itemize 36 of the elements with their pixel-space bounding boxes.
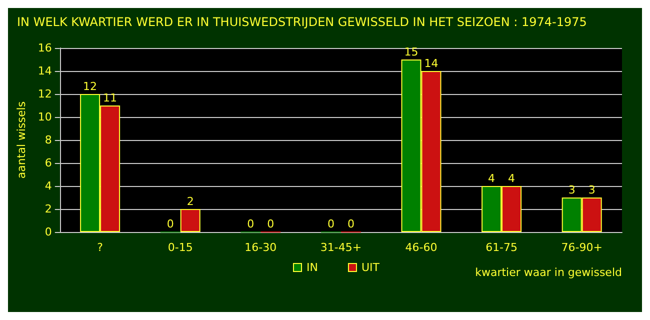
- data-label: 14: [424, 57, 438, 70]
- bar: [180, 209, 200, 232]
- data-label: 4: [488, 172, 496, 185]
- data-label: 4: [508, 172, 516, 185]
- y-tick-label: 16: [38, 42, 52, 54]
- y-tick-label: 0: [44, 226, 52, 238]
- y-tick-label: 6: [44, 156, 52, 170]
- y-axis-title: aantal wissels: [15, 101, 28, 179]
- data-label: 0: [267, 218, 274, 230]
- y-tick-label: 8: [44, 134, 52, 146]
- y-tick-label: 12: [38, 88, 52, 100]
- data-label: 3: [588, 184, 596, 196]
- x-tick-label: ?: [97, 241, 104, 254]
- x-tick-label: 0-15: [168, 241, 193, 254]
- data-label: 0: [247, 218, 254, 230]
- x-axis-title: kwartier waar in gewisseld: [475, 266, 622, 279]
- x-tick-label: 46-60: [405, 241, 438, 254]
- chart-title: IN WELK KWARTIER WERD ER IN THUISWEDSTRIJDEN GEWISSELD IN HET SEIZOEN : 1974-1975: [17, 15, 587, 29]
- data-label: 11: [103, 92, 118, 104]
- data-label: 0: [327, 218, 334, 230]
- x-tick-label: 76-90+: [561, 241, 602, 254]
- y-tick-label: 14: [38, 64, 52, 78]
- y-tick-label: 10: [38, 110, 52, 124]
- data-label: 2: [186, 195, 194, 208]
- x-tick-label: 16-30: [244, 241, 277, 254]
- data-label: 15: [404, 46, 418, 58]
- data-label: 0: [166, 218, 174, 230]
- y-tick-label: 4: [44, 180, 52, 192]
- data-label: 3: [568, 184, 576, 196]
- legend-label: IN: [306, 261, 318, 274]
- y-tick-label: 2: [44, 202, 52, 216]
- x-tick-label: 61-75: [486, 241, 518, 254]
- data-label: 0: [347, 218, 354, 230]
- x-tick-label: 31-45+: [320, 241, 362, 254]
- legend-label: UIT: [361, 261, 380, 274]
- data-label: 12: [83, 80, 98, 93]
